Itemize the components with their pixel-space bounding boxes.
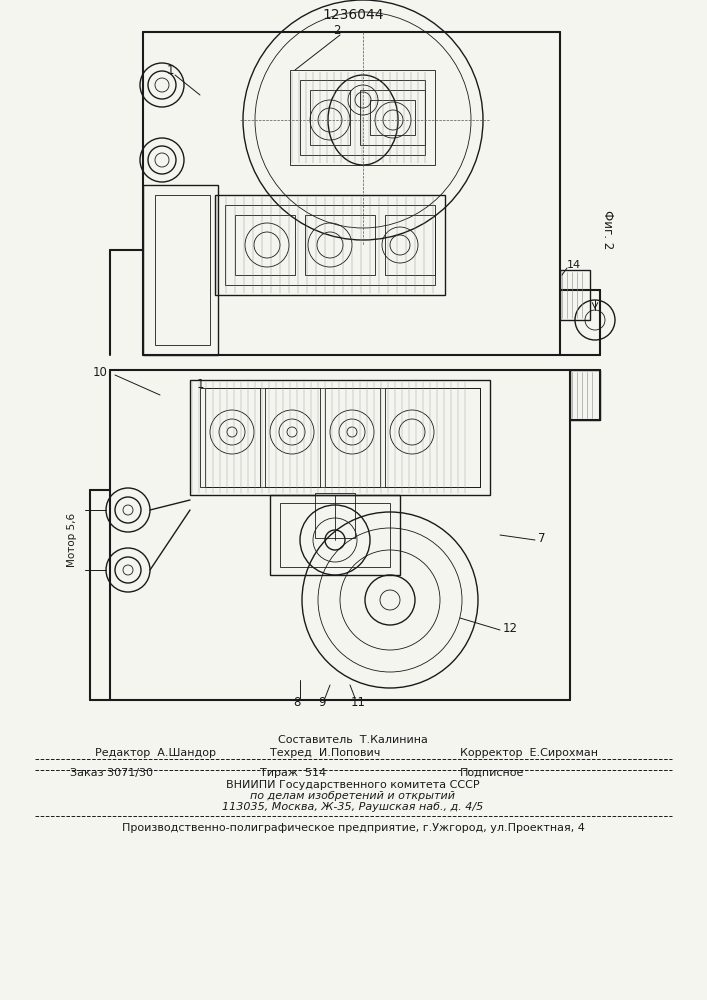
Text: Редактор  А.Шандор: Редактор А.Шандор [95,748,216,758]
Text: Фиг. 2: Фиг. 2 [602,210,614,250]
Bar [225,205,435,285]
Text: 1: 1 [166,64,174,78]
Bar [570,370,600,420]
Bar [305,215,375,275]
Text: 8: 8 [293,696,300,710]
Bar [270,495,400,575]
Text: 14: 14 [567,260,581,270]
Bar [300,80,425,155]
Text: Техред  И.Попович: Техред И.Попович [270,748,380,758]
Bar [385,215,435,275]
Bar [190,380,490,495]
Text: 10: 10 [93,366,108,379]
Bar [143,185,218,355]
Bar [360,90,425,145]
Text: Производственно-полиграфическое предприятие, г.Ужгород, ул.Проектная, 4: Производственно-полиграфическое предприя… [122,823,585,833]
Bar [290,70,435,165]
Bar [385,388,480,487]
Bar [200,388,480,487]
Text: 1: 1 [197,378,204,391]
Text: 113035, Москва, Ж-35, Раушская наб., д. 4/5: 113035, Москва, Ж-35, Раушская наб., д. … [223,802,484,812]
Text: ВНИИПИ Государственного комитета СССР: ВНИИПИ Государственного комитета СССР [226,780,480,790]
Text: Составитель  Т.Калинина: Составитель Т.Калинина [278,735,428,745]
Bar [325,388,380,487]
Text: 12: 12 [503,621,518,635]
Text: по делам изобретений и открытий: по делам изобретений и открытий [250,791,455,801]
Bar [155,195,210,345]
Bar [280,503,390,567]
Bar [215,195,445,295]
Text: 9: 9 [318,696,326,710]
Text: 2: 2 [333,24,341,37]
Text: Мотор 5,6: Мотор 5,6 [67,513,77,567]
Text: 11: 11 [351,696,366,710]
Bar [205,388,260,487]
Bar [370,100,415,135]
Text: 1236044: 1236044 [322,8,384,22]
Text: Заказ 3071/30: Заказ 3071/30 [70,768,153,778]
Bar [310,90,350,145]
Bar [235,215,295,275]
Text: Корректор  Е.Сирохман: Корректор Е.Сирохман [460,748,598,758]
Text: Подписное: Подписное [460,768,525,778]
Bar [265,388,320,487]
Bar [560,270,590,320]
Text: 7: 7 [538,532,546,544]
Text: Тираж  514: Тираж 514 [260,768,326,778]
Bar [315,493,355,538]
